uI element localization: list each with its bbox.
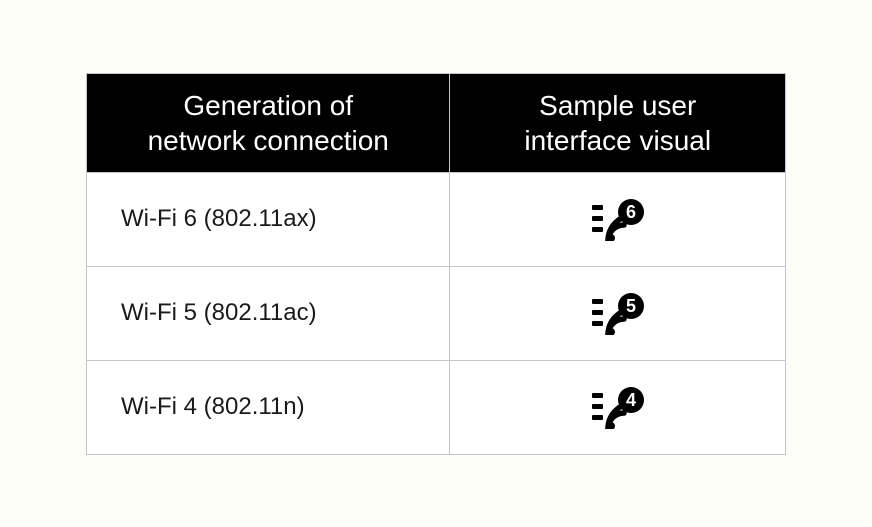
wifi-gen-number: 6 [626, 202, 636, 222]
col-header-visual: Sample user interface visual [450, 73, 786, 172]
generation-label-cell: Wi-Fi 6 (802.11ax) [87, 172, 450, 266]
wifi-gen-number: 5 [626, 296, 636, 316]
visual-icon-cell: 4 [450, 360, 786, 454]
generation-label-cell: Wi-Fi 5 (802.11ac) [87, 266, 450, 360]
table-header-row: Generation of network connection Sample … [87, 73, 786, 172]
col-header-generation: Generation of network connection [87, 73, 450, 172]
visual-icon-cell: 5 [450, 266, 786, 360]
wifi-gen-number: 4 [626, 390, 636, 410]
wifi-5-icon: 5 [590, 291, 646, 335]
wifi-4-icon: 4 [590, 385, 646, 429]
table-row: Wi-Fi 6 (802.11ax) 6 [87, 172, 786, 266]
visual-icon-cell: 6 [450, 172, 786, 266]
generation-label: Wi-Fi 5 (802.11ac) [121, 299, 317, 326]
wifi-generations-table: Generation of network connection Sample … [86, 73, 786, 455]
table-row: Wi-Fi 4 (802.11n) 4 [87, 360, 786, 454]
col-header-generation-line1: Generation of [183, 90, 353, 121]
col-header-generation-line2: network connection [148, 125, 389, 156]
generation-label: Wi-Fi 6 (802.11ax) [121, 205, 317, 232]
col-header-visual-line2: interface visual [524, 125, 711, 156]
table-row: Wi-Fi 5 (802.11ac) 5 [87, 266, 786, 360]
col-header-visual-line1: Sample user [539, 90, 696, 121]
generation-label: Wi-Fi 4 (802.11n) [121, 393, 305, 420]
generation-label-cell: Wi-Fi 4 (802.11n) [87, 360, 450, 454]
wifi-6-icon: 6 [590, 197, 646, 241]
